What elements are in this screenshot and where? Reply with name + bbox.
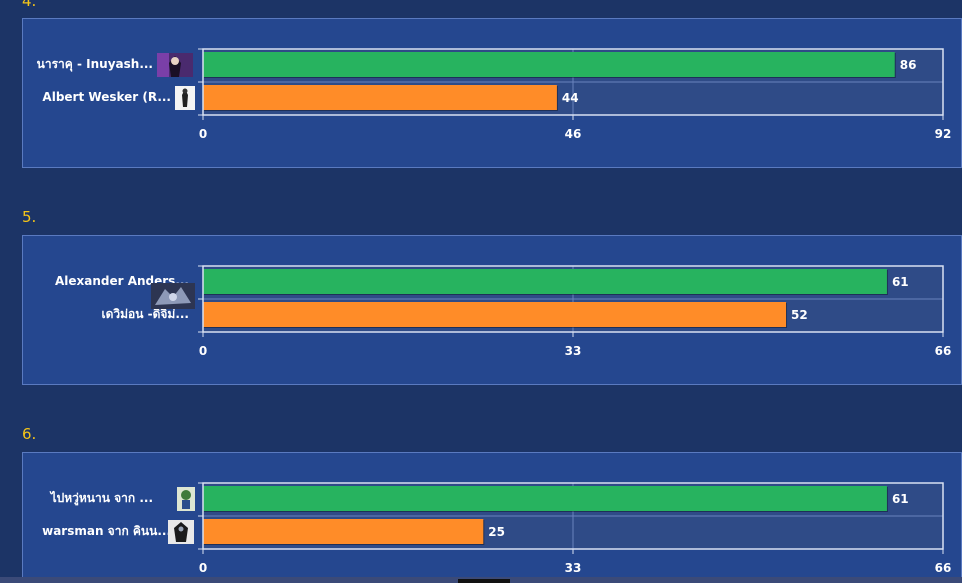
bar-green xyxy=(203,269,887,294)
bar-value-label: 61 xyxy=(892,275,909,289)
x-tick-label: 0 xyxy=(199,561,207,575)
category-label: ไปหวู่หนาน จาก ... xyxy=(49,490,153,506)
bar-chart-6: 61 ไปหวู่หนาน จาก ... 25 warsman จาก คินน..… xyxy=(42,482,952,575)
x-tick-label: 33 xyxy=(565,561,582,575)
bar-orange xyxy=(203,85,557,110)
bar-value-label: 86 xyxy=(900,58,917,72)
category-label: warsman จาก คินน... xyxy=(42,524,171,538)
category-label: นาราคุ - Inuyash... xyxy=(37,57,153,72)
scrollbar-thumb[interactable] xyxy=(458,579,510,583)
poll-panel-6: 61 ไปหวู่หนาน จาก ... 25 warsman จาก คินน..… xyxy=(22,452,962,583)
bar-green xyxy=(203,486,887,511)
x-tick-label: 0 xyxy=(199,127,207,141)
bar-value-label: 52 xyxy=(791,308,808,322)
bar-value-label: 61 xyxy=(892,492,909,506)
bar-green xyxy=(203,52,895,77)
section-number-5: 5. xyxy=(22,208,37,226)
category-label: Albert Wesker (R... xyxy=(42,90,171,104)
dark-blue-monster-avatar-icon xyxy=(151,283,195,309)
bar-chart-4: 86 นาราคุ - Inuyash... 44 Albert Wesker (R.… xyxy=(37,48,952,141)
x-tick-label: 0 xyxy=(199,344,207,358)
bar-orange xyxy=(203,302,787,327)
x-tick-label: 66 xyxy=(935,561,952,575)
bar-value-label: 25 xyxy=(488,525,505,539)
x-tick-label: 33 xyxy=(565,344,582,358)
bar-orange xyxy=(203,519,484,544)
black-robot-avatar-icon xyxy=(168,520,194,544)
section-number-6: 6. xyxy=(22,425,37,443)
bar-value-label: 44 xyxy=(562,91,579,105)
x-tick-label: 92 xyxy=(935,127,952,141)
poll-panel-5: 61 Alexander Anders... 52 เดวิม่อน -ดิจิม่.… xyxy=(22,235,962,385)
x-tick-label: 66 xyxy=(935,344,952,358)
poll-panel-4: 86 นาราคุ - Inuyash... 44 Albert Wesker (R.… xyxy=(22,18,962,168)
white-dark-figure-avatar-icon xyxy=(175,86,195,110)
purple-dark-character-avatar-icon xyxy=(157,53,193,77)
cartoon-warrior-avatar-icon xyxy=(177,487,195,511)
category-label: เดวิม่อน -ดิจิม่... xyxy=(101,307,189,321)
x-tick-label: 46 xyxy=(565,127,582,141)
section-number-4: 4. xyxy=(22,0,37,10)
